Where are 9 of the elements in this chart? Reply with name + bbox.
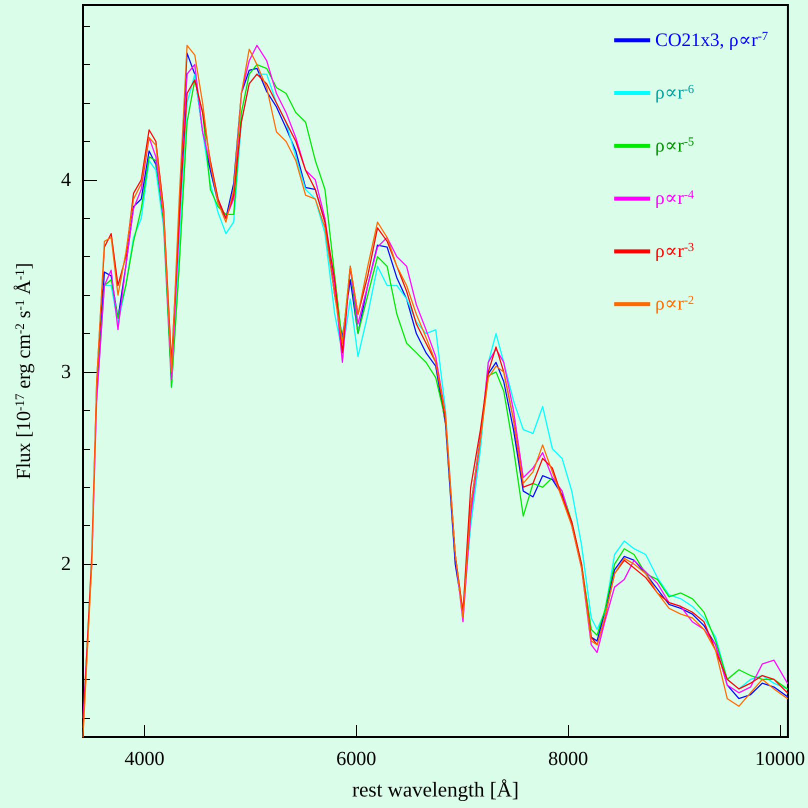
x-tick-label: 6000 [336,748,376,770]
x-tick-label: 4000 [124,748,164,770]
y-tick-label: 3 [61,360,71,383]
y-tick-label: 2 [61,553,71,576]
y-tick-label: 4 [61,168,71,191]
text: Flux [10-17 erg cm-2 s-1 Å-1] [12,262,35,480]
x-tick-label: 8000 [548,748,588,770]
x-axis-title: rest wavelength [Å] [352,778,519,802]
x-tick-label: 10000 [755,748,805,770]
